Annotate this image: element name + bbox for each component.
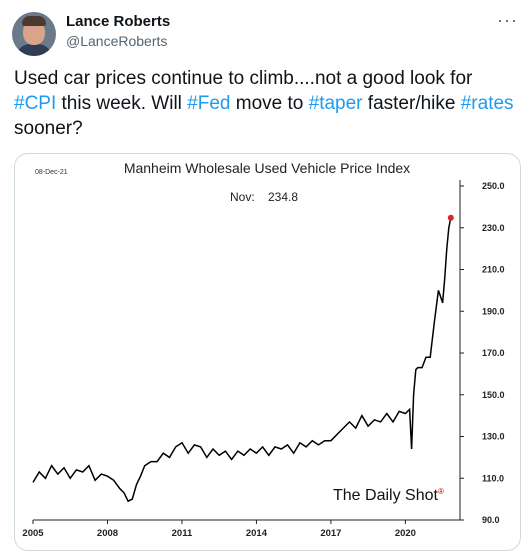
y-tick-label: 210.0 — [482, 265, 505, 275]
price-index-chart: 08-Dec-21 Manheim Wholesale Used Vehicle… — [22, 160, 505, 539]
avatar-shirt — [16, 44, 52, 56]
chart-image-card[interactable]: 08-Dec-21 Manheim Wholesale Used Vehicle… — [14, 153, 521, 551]
x-tick-label: 2020 — [395, 528, 416, 539]
chart-date-stamp: 08-Dec-21 — [35, 169, 68, 176]
hashtag-link[interactable]: #Fed — [187, 93, 231, 114]
latest-point-marker — [447, 214, 454, 221]
chart-annotation: Nov: 234.8 — [230, 190, 298, 204]
y-tick-label: 130.0 — [482, 432, 505, 442]
y-tick-label: 150.0 — [482, 390, 505, 400]
author-name[interactable]: Lance Roberts — [66, 13, 171, 30]
y-tick-label: 190.0 — [482, 306, 505, 316]
y-tick-label: 230.0 — [482, 223, 505, 233]
x-tick-label: 2011 — [172, 528, 193, 539]
hashtag-link[interactable]: #rates — [460, 93, 514, 114]
x-tick-label: 2008 — [97, 528, 118, 539]
y-tick-label: 110.0 — [482, 473, 504, 483]
tweet-text-segment: move to — [230, 93, 309, 114]
tweet-text-segment: faster/hike — [362, 93, 461, 114]
series-line — [32, 217, 452, 503]
more-options-icon[interactable]: ··· — [497, 10, 518, 30]
x-tick-label: 2014 — [246, 528, 268, 539]
tweet-text-segment: sooner? — [14, 118, 83, 139]
chart-title: Manheim Wholesale Used Vehicle Price Ind… — [124, 160, 410, 176]
y-tick-label: 250.0 — [482, 181, 505, 191]
x-tick-label: 2005 — [22, 528, 44, 539]
hashtag-link[interactable]: #CPI — [14, 93, 57, 114]
tweet-text-segment: Used car prices continue to climb....not… — [14, 68, 473, 89]
tweet-text-segment: this week. Will — [56, 93, 188, 114]
y-tick-label: 90.0 — [482, 515, 500, 525]
tweet-text: Used car prices continue to climb....not… — [14, 66, 519, 141]
author-avatar[interactable] — [12, 12, 56, 56]
x-tick-label: 2017 — [320, 528, 341, 539]
author-handle[interactable]: @LanceRoberts — [66, 33, 168, 49]
chart-source: The Daily Shot® — [333, 487, 444, 504]
y-tick-label: 170.0 — [482, 348, 505, 358]
avatar-hair — [22, 16, 46, 26]
hashtag-link[interactable]: #taper — [308, 93, 363, 114]
